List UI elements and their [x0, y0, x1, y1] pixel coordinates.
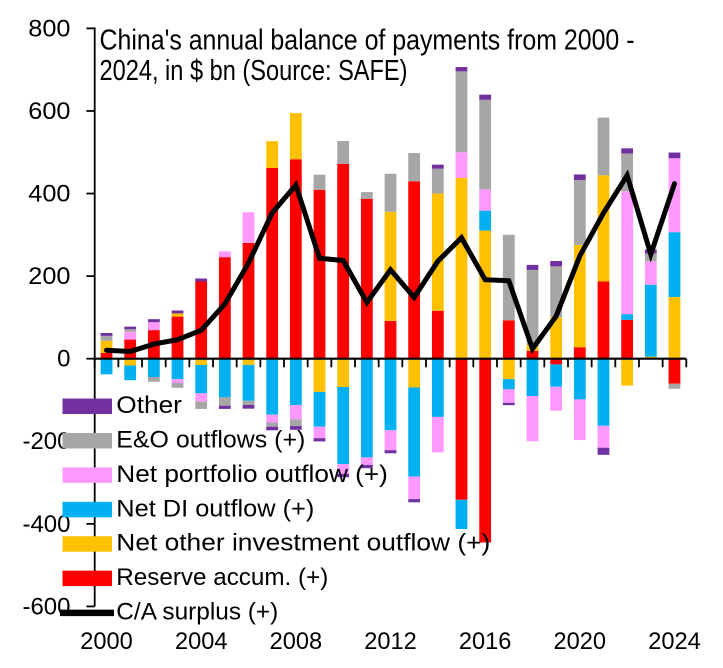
- svg-text:0: 0: [57, 346, 70, 373]
- svg-text:600: 600: [28, 98, 70, 125]
- svg-text:Net other investment outflow (: Net other investment outflow (+): [116, 530, 490, 557]
- svg-text:Net DI outflow (+): Net DI outflow (+): [116, 495, 314, 522]
- svg-text:2000: 2000: [80, 628, 133, 655]
- svg-text:2004: 2004: [175, 628, 228, 655]
- svg-text:-600: -600: [22, 593, 70, 620]
- svg-text:400: 400: [28, 180, 70, 207]
- svg-text:China's annual balance of paym: China's annual balance of payments from …: [100, 25, 635, 57]
- svg-text:E&O outflows (+): E&O outflows (+): [116, 426, 305, 453]
- svg-text:2020: 2020: [554, 628, 607, 655]
- svg-text:-400: -400: [22, 511, 70, 538]
- svg-text:2024, in $ bn (Source: SAFE): 2024, in $ bn (Source: SAFE): [100, 55, 408, 87]
- svg-text:2016: 2016: [459, 628, 512, 655]
- svg-text:2024: 2024: [648, 628, 701, 655]
- svg-text:800: 800: [28, 15, 70, 42]
- svg-text:C/A surplus (+): C/A surplus (+): [116, 599, 278, 626]
- svg-text:2012: 2012: [364, 628, 417, 655]
- svg-text:Other: Other: [116, 392, 182, 419]
- svg-text:Reserve accum. (+): Reserve accum. (+): [116, 564, 328, 591]
- svg-text:200: 200: [28, 263, 70, 290]
- svg-text:Net portfolio outflow (+): Net portfolio outflow (+): [116, 461, 388, 488]
- svg-text:-200: -200: [22, 428, 70, 455]
- svg-text:2008: 2008: [270, 628, 323, 655]
